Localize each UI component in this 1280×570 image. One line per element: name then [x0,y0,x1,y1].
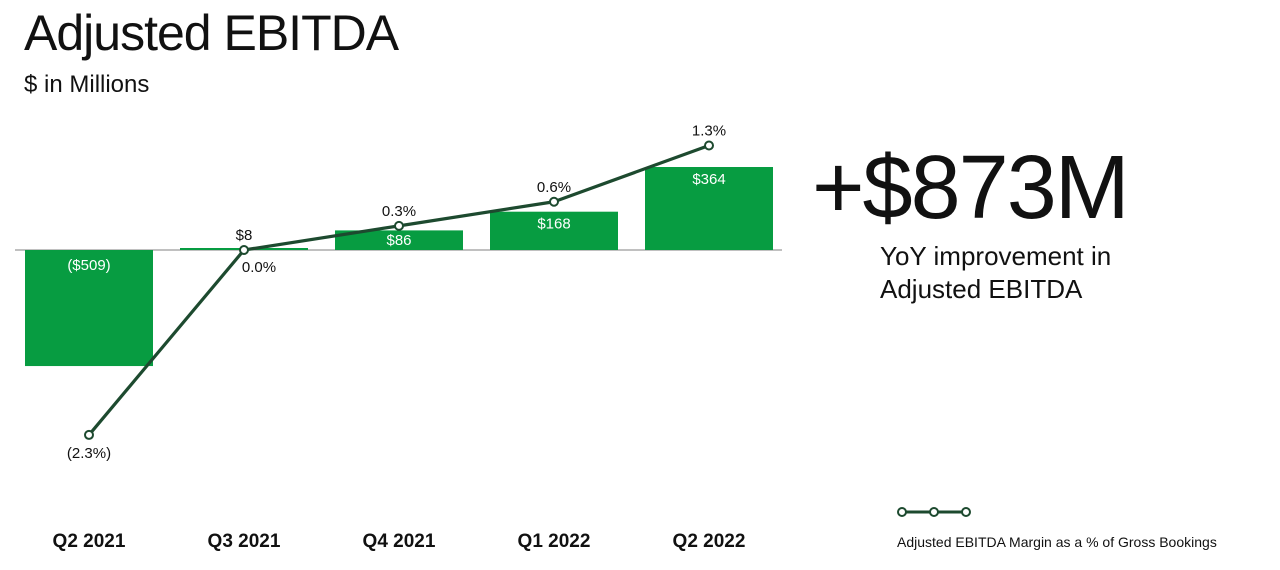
yoy-improvement-value: +$873M [812,138,1130,238]
margin-point [549,196,559,207]
page-subtitle: $ in Millions [24,71,150,98]
margin-value-label: 0.6% [537,179,571,196]
bar-value-label: $168 [537,216,570,233]
category-label: Q3 2021 [208,531,281,552]
margin-value-label: (2.3%) [67,445,111,462]
category-label: Q4 2021 [363,531,436,552]
margin-point [84,429,94,440]
legend: Adjusted EBITDA Margin as a % of Gross B… [897,500,1257,560]
bar-q4-2021 [335,230,463,250]
margin-value-label: 0.0% [242,259,276,276]
margin-point [394,220,404,231]
bar-value-label: $86 [386,232,411,249]
category-label: Q2 2022 [673,531,746,552]
bar-q2-2022 [645,167,773,250]
margin-value-label: 1.3% [692,122,726,139]
margin-point [239,245,249,255]
category-label: Q2 2021 [53,531,126,552]
category-label: Q1 2022 [518,531,591,552]
bar-value-label: ($509) [67,257,110,274]
margin-point [704,140,714,151]
bar-value-label: $8 [236,227,253,244]
margin-value-label: 0.3% [382,203,416,220]
ebitda-chart: ($509) Q2 2021 $8 Q3 2021 $86 Q4 2021 $168 Q1 2… [15,122,782,552]
margin-line [87,143,710,436]
legend-line-marker [897,507,971,517]
bar-q2-2021 [25,250,153,367]
yoy-improvement-caption: YoY improvement in Adjusted EBITDA [880,241,1112,304]
bar-q1-2022 [490,211,618,250]
bar-value-label: $364 [692,171,725,188]
legend-label: Adjusted EBITDA Margin as a % of Gross B… [897,534,1217,550]
page-title: Adjusted EBITDA [24,5,399,61]
